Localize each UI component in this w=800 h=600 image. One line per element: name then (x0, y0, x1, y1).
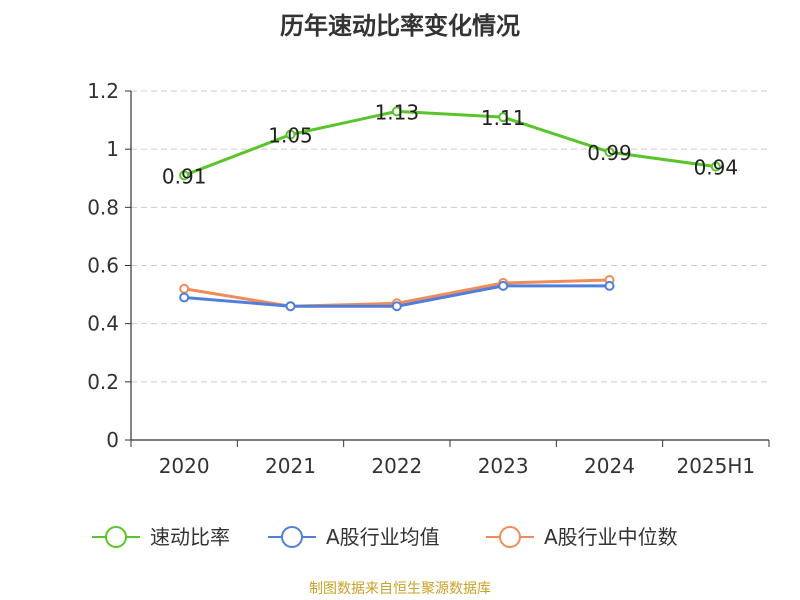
y-tick-label: 1.2 (87, 79, 119, 103)
y-tick-label: 0.2 (87, 370, 119, 394)
x-tick-label: 2023 (478, 454, 529, 478)
y-tick-label: 0.6 (87, 254, 119, 278)
series-line-1 (183, 109, 717, 177)
data-point (498, 280, 509, 291)
series-layer (179, 106, 721, 312)
data-label: 1.13 (375, 100, 420, 124)
data-point (179, 283, 190, 294)
legend-marker (105, 526, 127, 548)
data-point (391, 301, 402, 312)
data-point (391, 106, 402, 117)
data-point (285, 301, 296, 312)
data-point (604, 280, 615, 291)
data-label: 0.91 (162, 164, 207, 188)
data-point (604, 147, 615, 158)
data-point (179, 170, 190, 181)
data-point (498, 112, 509, 123)
y-tick-label: 0.4 (87, 312, 119, 336)
data-label: 1.11 (481, 106, 526, 130)
source-note: 制图数据来自恒生聚源数据库 (309, 581, 491, 597)
legend-label: 速动比率 (150, 525, 230, 549)
y-tick-label: 0 (106, 428, 119, 452)
legend: 速动比率 A股行业均值 A股行业中位数 (92, 525, 678, 549)
data-point (285, 129, 296, 140)
y-tick-label: 1 (106, 137, 119, 161)
data-point (710, 161, 721, 172)
data-label: 0.99 (587, 141, 632, 165)
legend-marker (499, 526, 521, 548)
x-tick-label: 2021 (265, 454, 316, 478)
legend-marker (281, 526, 303, 548)
data-point (179, 292, 190, 303)
data-label: 0.94 (694, 156, 739, 180)
grid-layer (131, 90, 769, 383)
legend-label: A股行业均值 (326, 525, 440, 549)
x-tick-label: 2020 (159, 454, 210, 478)
legend-label: A股行业中位数 (544, 525, 678, 549)
chart-title: 历年速动比率变化情况 (280, 12, 520, 40)
data-label: 1.05 (268, 124, 313, 148)
data-label-layer: 0.91 1.05 1.13 1.11 0.99 0.94 (162, 100, 738, 188)
axis-layer: 0 0.2 0.4 0.6 0.8 1 1.2 2020 2021 2022 2023 2024 202… (87, 79, 770, 478)
x-tick-label: 2025H1 (676, 454, 755, 478)
x-tick-label: 2022 (371, 454, 422, 478)
x-tick-label: 2024 (584, 454, 635, 478)
y-tick-label: 0.8 (87, 195, 119, 219)
